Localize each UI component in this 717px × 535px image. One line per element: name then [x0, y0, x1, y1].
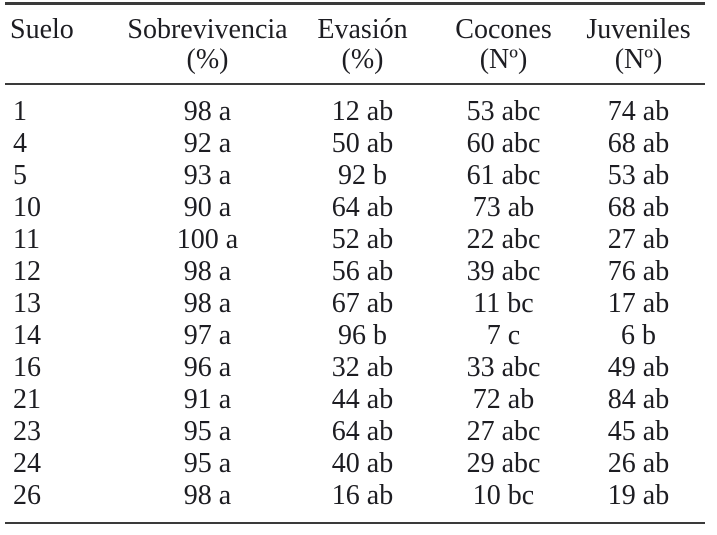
cell-evasion: 16 ab [331, 480, 394, 511]
col-header-juveniles: Juveniles (Nº) [572, 3, 705, 85]
cell-sobrevivencia: 93 a [183, 160, 232, 191]
cell-cocones: 10 bc [472, 480, 535, 511]
table-body: 1 98 a 12 ab 53 abc 74 ab 4 92 a 50 ab 6… [5, 84, 705, 523]
table-row: 21 91 a 44 ab 72 ab 84 ab [5, 384, 705, 416]
cell-suelo: 26 [13, 480, 41, 511]
col-header-sobrevivencia: Sobrevivencia (%) [125, 3, 290, 85]
cell-suelo: 24 [13, 448, 41, 479]
cell-evasion: 64 ab [331, 192, 394, 223]
cell-suelo: 11 [13, 224, 40, 255]
cell-sobrevivencia: 98 a [183, 256, 232, 287]
results-table: Suelo Sobrevivencia (%) Evasión (%) Coco… [5, 2, 705, 524]
table-row: 23 95 a 64 ab 27 abc 45 ab [5, 416, 705, 448]
cell-juveniles: 45 ab [607, 416, 670, 447]
table-row: 13 98 a 67 ab 11 bc 17 ab [5, 288, 705, 320]
cell-sobrevivencia: 98 a [183, 288, 232, 319]
col-header-label: Cocones [455, 14, 552, 45]
cell-cocones: 73 ab [472, 192, 535, 223]
cell-juveniles: 17 ab [607, 288, 670, 319]
col-header-unit: (%) [341, 44, 384, 75]
table-row: 4 92 a 50 ab 60 abc 68 ab [5, 128, 705, 160]
cell-juveniles: 76 ab [607, 256, 670, 287]
cell-juveniles: 27 ab [607, 224, 670, 255]
cell-juveniles: 68 ab [607, 192, 670, 223]
cell-sobrevivencia: 98 a [183, 480, 232, 511]
cell-sobrevivencia: 96 a [183, 352, 232, 383]
cell-evasion: 50 ab [331, 128, 394, 159]
col-header-label: Juveniles [586, 14, 691, 45]
col-header-evasion: Evasión (%) [290, 3, 435, 85]
cell-juveniles: 68 ab [607, 128, 670, 159]
cell-suelo: 16 [13, 352, 41, 383]
cell-evasion: 67 ab [331, 288, 394, 319]
header-row: Suelo Sobrevivencia (%) Evasión (%) Coco… [5, 3, 705, 85]
cell-cocones: 72 ab [472, 384, 535, 415]
cell-evasion: 44 ab [331, 384, 394, 415]
cell-cocones: 33 abc [466, 352, 541, 383]
table-row: 24 95 a 40 ab 29 abc 26 ab [5, 448, 705, 480]
col-header-label: Suelo [10, 14, 74, 45]
table-row: 5 93 a 92 b 61 abc 53 ab [5, 160, 705, 192]
cell-cocones: 39 abc [466, 256, 541, 287]
cell-cocones: 22 abc [466, 224, 541, 255]
col-header-suelo: Suelo [5, 3, 125, 85]
cell-evasion: 52 ab [331, 224, 394, 255]
cell-sobrevivencia: 98 a [183, 96, 232, 127]
cell-sobrevivencia: 90 a [183, 192, 232, 223]
cell-cocones: 61 abc [466, 160, 541, 191]
cell-sobrevivencia: 92 a [183, 128, 232, 159]
cell-evasion: 96 b [338, 320, 387, 351]
cell-suelo: 12 [13, 256, 41, 287]
cell-evasion: 56 ab [331, 256, 394, 287]
cell-juveniles: 84 ab [607, 384, 670, 415]
table-row: 12 98 a 56 ab 39 abc 76 ab [5, 256, 705, 288]
cell-suelo: 5 [13, 160, 27, 191]
col-header-unit: (%) [186, 44, 229, 75]
col-header-cocones: Cocones (Nº) [435, 3, 572, 85]
cell-sobrevivencia: 95 a [183, 416, 232, 447]
cell-suelo: 4 [13, 128, 27, 159]
cell-sobrevivencia: 100 a [176, 224, 239, 255]
cell-juveniles: 53 ab [607, 160, 670, 191]
cell-cocones: 7 c [486, 320, 521, 351]
table-row: 16 96 a 32 ab 33 abc 49 ab [5, 352, 705, 384]
cell-cocones: 60 abc [466, 128, 541, 159]
cell-cocones: 27 abc [466, 416, 541, 447]
cell-suelo: 21 [13, 384, 41, 415]
col-header-unit: (Nº) [479, 44, 528, 75]
col-header-unit: (Nº) [614, 44, 663, 75]
cell-evasion: 40 ab [331, 448, 394, 479]
cell-sobrevivencia: 91 a [183, 384, 232, 415]
cell-juveniles: 26 ab [607, 448, 670, 479]
cell-evasion: 32 ab [331, 352, 394, 383]
cell-evasion: 12 ab [331, 96, 394, 127]
cell-cocones: 53 abc [466, 96, 541, 127]
cell-suelo: 14 [13, 320, 41, 351]
cell-sobrevivencia: 95 a [183, 448, 232, 479]
table-row: 14 97 a 96 b 7 c 6 b [5, 320, 705, 352]
col-header-label: Sobrevivencia [127, 14, 288, 45]
cell-sobrevivencia: 97 a [183, 320, 232, 351]
col-header-label: Evasión [317, 14, 408, 45]
cell-evasion: 64 ab [331, 416, 394, 447]
cell-suelo: 10 [13, 192, 41, 223]
cell-cocones: 29 abc [466, 448, 541, 479]
table-row: 11 100 a 52 ab 22 abc 27 ab [5, 224, 705, 256]
cell-juveniles: 6 b [621, 320, 656, 351]
table-row: 26 98 a 16 ab 10 bc 19 ab [5, 480, 705, 523]
cell-suelo: 23 [13, 416, 41, 447]
table-row: 1 98 a 12 ab 53 abc 74 ab [5, 84, 705, 128]
cell-juveniles: 49 ab [607, 352, 670, 383]
cell-juveniles: 74 ab [607, 96, 670, 127]
cell-evasion: 92 b [338, 160, 387, 191]
table-header: Suelo Sobrevivencia (%) Evasión (%) Coco… [5, 3, 705, 85]
table-row: 10 90 a 64 ab 73 ab 68 ab [5, 192, 705, 224]
cell-suelo: 13 [13, 288, 41, 319]
cell-juveniles: 19 ab [607, 480, 670, 511]
cell-cocones: 11 bc [473, 288, 534, 319]
cell-suelo: 1 [13, 96, 27, 127]
